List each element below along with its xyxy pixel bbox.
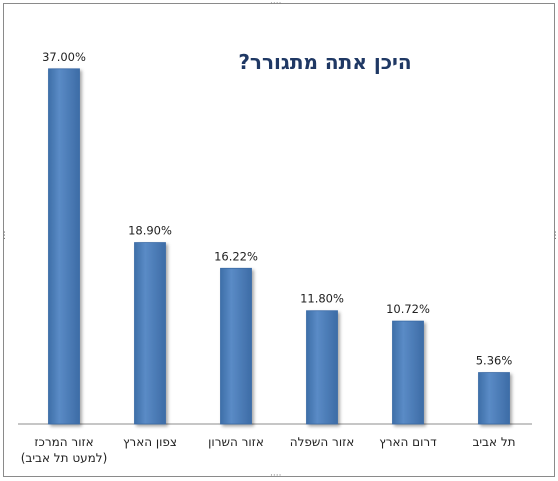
data-label-0: 37.00% [42, 50, 86, 64]
data-label-3: 11.80% [300, 292, 344, 306]
category-label-0-line-1: (למעט תל אביב) [21, 451, 108, 465]
category-label-5: תל אביב [472, 435, 515, 449]
data-label-5: 5.36% [476, 354, 513, 368]
resize-handle-left[interactable]: ⋮ [0, 231, 9, 241]
bar-5 [478, 372, 510, 425]
category-label-0-line-0: אזור המרכז [34, 435, 93, 449]
data-label-1: 18.90% [128, 224, 172, 238]
category-label-1: צפון הארץ [123, 435, 177, 449]
data-label-4: 10.72% [386, 302, 430, 316]
resize-handle-right[interactable]: ⋮ [551, 231, 558, 241]
category-label-4: דרום הארץ [379, 435, 437, 449]
resize-handle-top[interactable]: ···· [270, 0, 282, 9]
bar-0 [48, 68, 80, 425]
data-label-2: 16.22% [214, 249, 258, 263]
chart-frame [3, 3, 555, 477]
bar-1 [134, 242, 166, 425]
bar-4 [392, 320, 424, 425]
category-label-3: אזור השפלה [290, 435, 355, 449]
resize-handle-bottom[interactable]: ···· [270, 471, 282, 481]
bar-2 [220, 267, 252, 425]
category-label-2: אזור השרון [208, 435, 264, 449]
chart-title: היכן אתה מתגורר? [238, 50, 412, 74]
bar-3 [306, 310, 338, 425]
